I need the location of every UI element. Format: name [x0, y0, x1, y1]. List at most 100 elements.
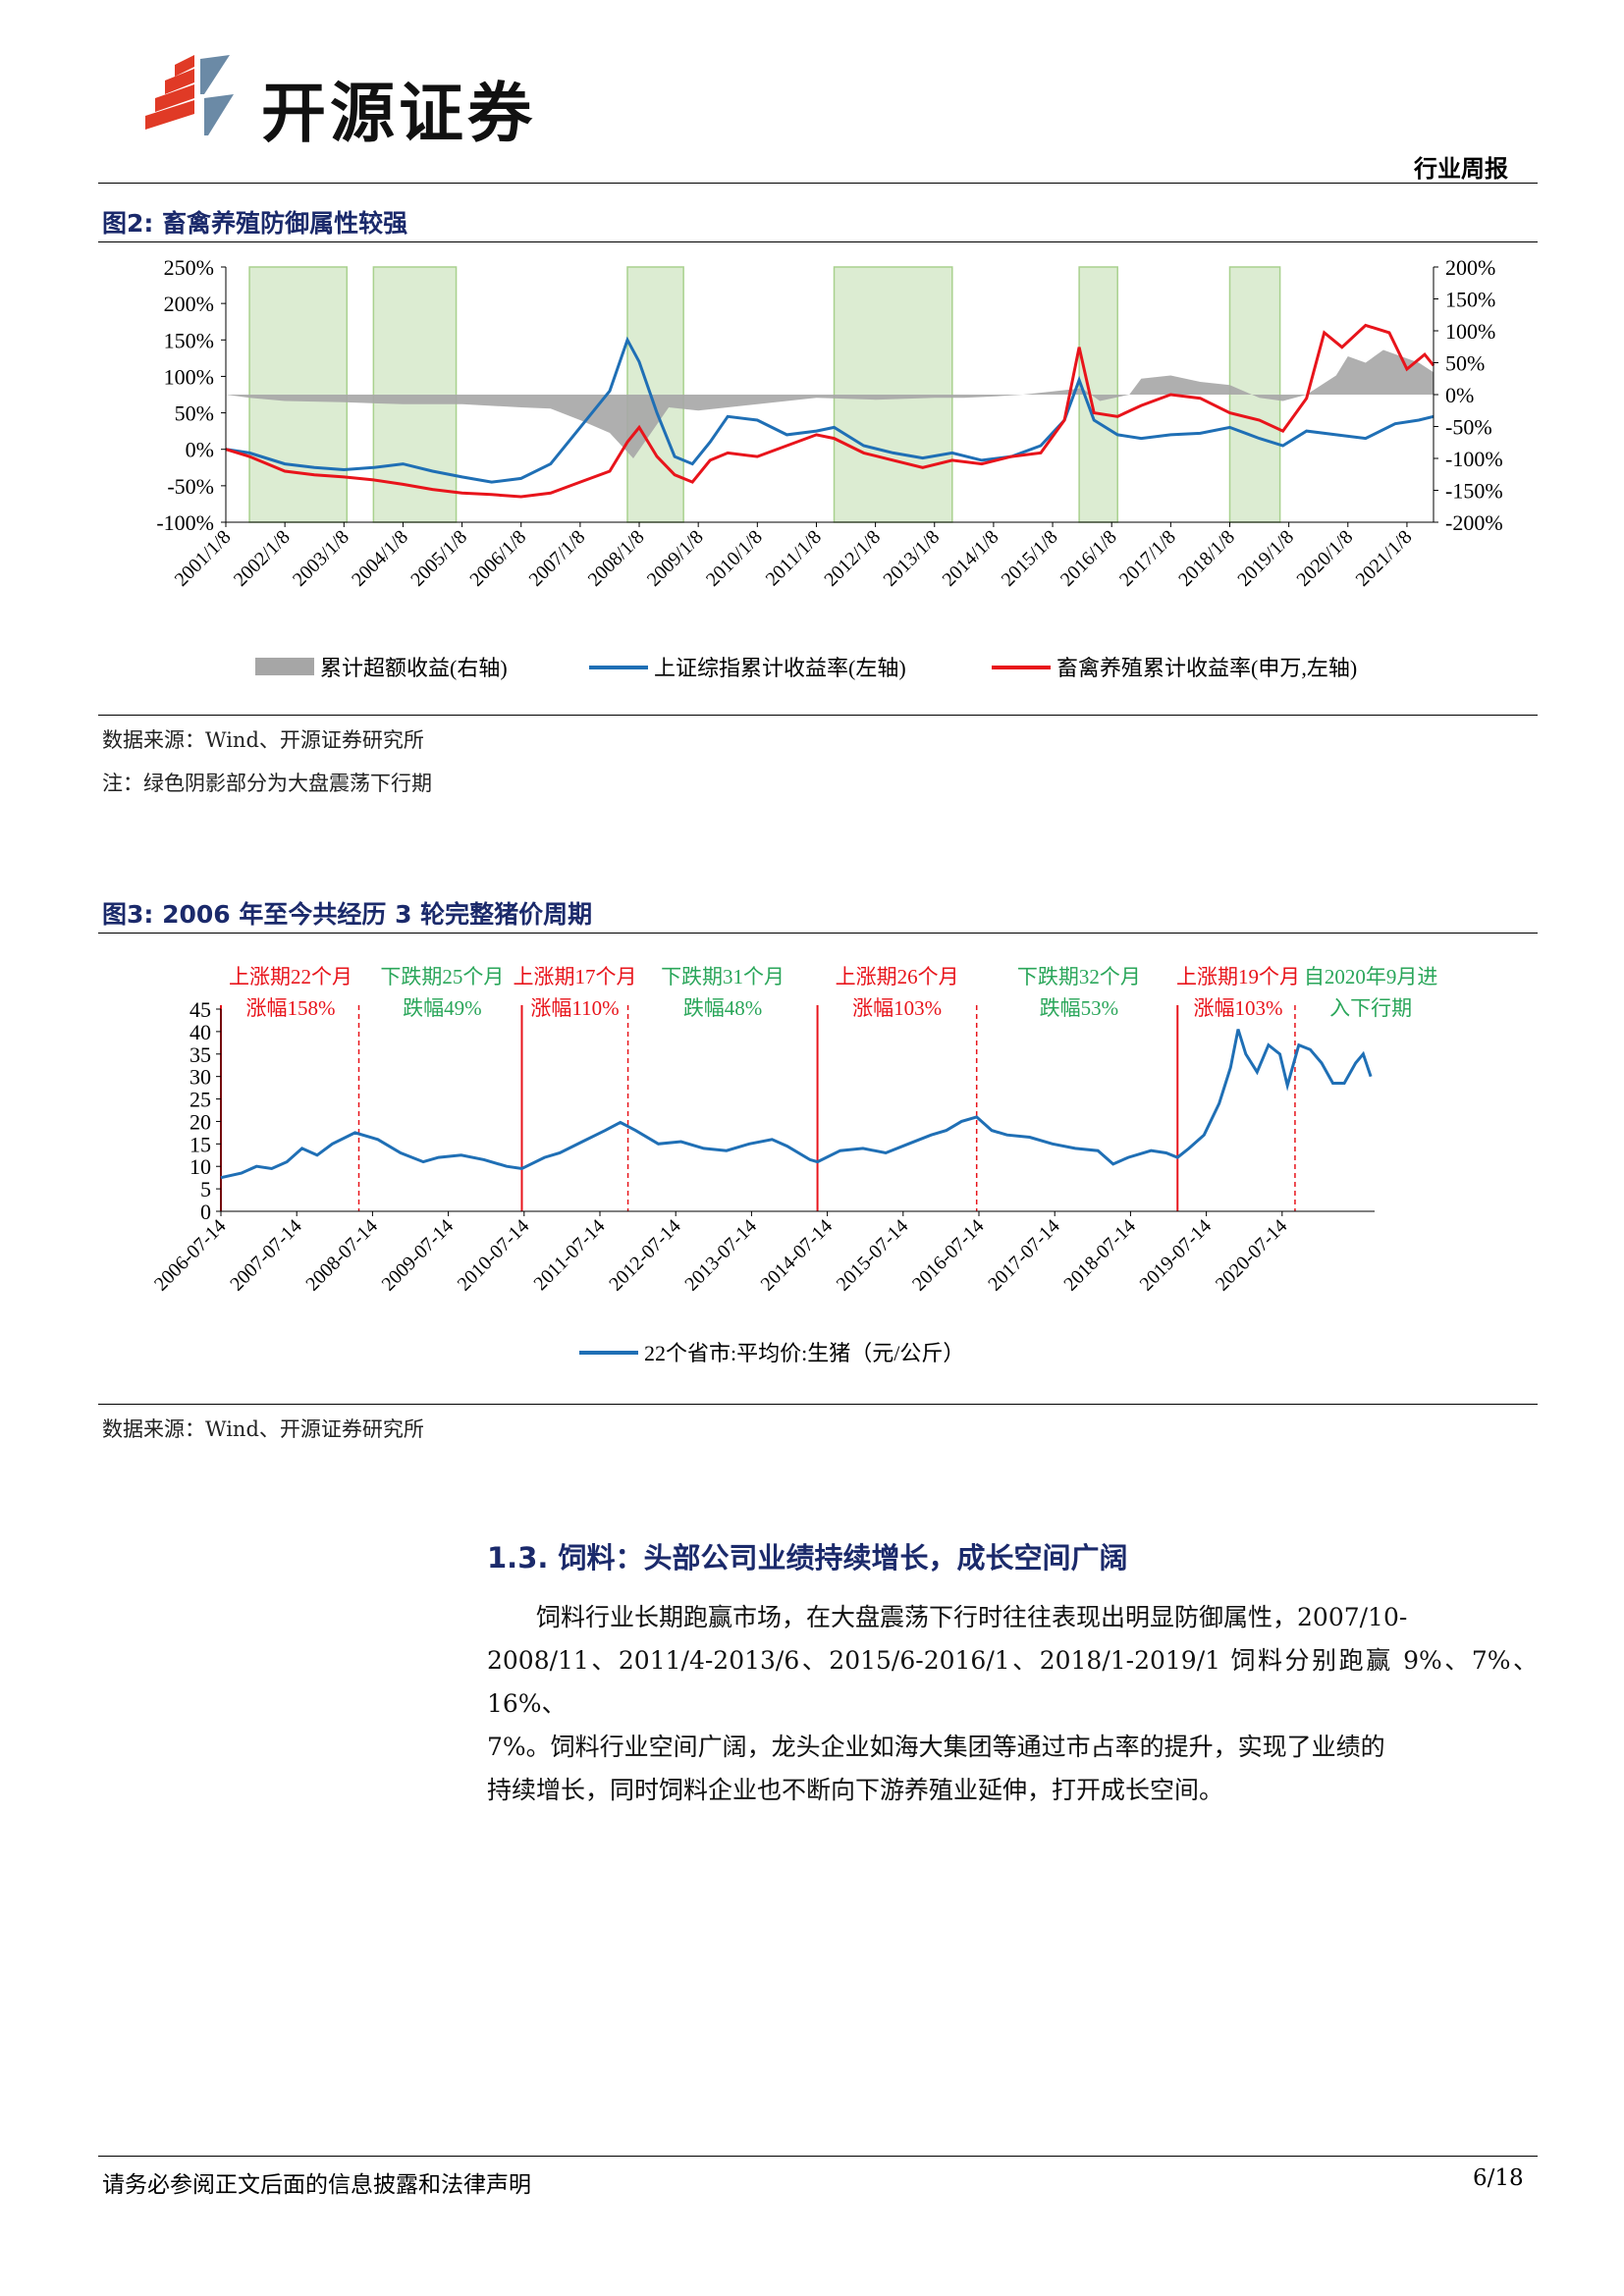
cycle-annotation-line1: 上涨期17个月	[514, 965, 637, 988]
x-tick-label-fig3: 2016-07-14	[908, 1215, 989, 1296]
right-tick-label: -200%	[1445, 510, 1503, 535]
figure2-note: 注：绿色阴影部分为大盘震荡下行期	[102, 772, 432, 795]
series-line-1	[225, 336, 1435, 484]
cycle-annotation-line2: 入下行期	[1329, 996, 1412, 1020]
x-tick-label-fig3: 2008-07-14	[301, 1215, 382, 1296]
cycle-annotation-line1: 上涨期22个月	[229, 965, 352, 988]
cycle-annotation-line2: 涨幅103%	[852, 996, 942, 1020]
figure3-bottom-rule	[98, 1404, 1538, 1405]
figure2-bottom-rule	[98, 715, 1538, 716]
x-tick-label: 2006/1/8	[465, 526, 530, 591]
x-tick-label: 2018/1/8	[1174, 526, 1239, 591]
cycle-annotation-line2: 跌幅49%	[403, 996, 482, 1020]
x-tick-label: 2016/1/8	[1056, 526, 1121, 591]
x-tick-label: 2021/1/8	[1352, 526, 1417, 591]
x-tick-label: 2010/1/8	[702, 526, 767, 591]
figure2-top-rule	[98, 241, 1538, 242]
x-tick-label-fig3: 2017-07-14	[984, 1215, 1064, 1296]
x-tick-label: 2013/1/8	[879, 526, 944, 591]
footer-rule	[98, 2156, 1538, 2157]
header-rule	[98, 183, 1538, 184]
cycle-annotation-line1: 下跌期32个月	[1017, 965, 1141, 988]
paragraph-line-4: 持续增长，同时饲料企业也不断向下游养殖业延伸，打开成长空间。	[487, 1776, 1224, 1804]
x-tick-label-fig3: 2019-07-14	[1136, 1215, 1217, 1296]
cycle-annotation-line2: 跌幅48%	[683, 996, 763, 1020]
x-tick-label-fig3: 2012-07-14	[605, 1215, 685, 1296]
x-tick-label-fig3: 2020-07-14	[1212, 1215, 1292, 1296]
right-tick-label: 50%	[1445, 351, 1485, 376]
right-tick-label: -100%	[1445, 447, 1503, 471]
x-tick-label-fig3: 2014-07-14	[757, 1215, 838, 1296]
x-tick-label-fig3: 2018-07-14	[1059, 1215, 1140, 1296]
x-tick-label-fig3: 2007-07-14	[226, 1215, 306, 1296]
x-tick-label: 2001/1/8	[171, 526, 236, 591]
section-paragraph: 饲料行业长期跑赢市场，在大盘震荡下行时往往表现出明显防御属性，2007/10- …	[487, 1596, 1538, 1812]
paragraph-line-2: 2008/11、2011/4-2013/6、2015/6-2016/1、2018…	[487, 1646, 1539, 1718]
y-tick-label: 40	[189, 1020, 211, 1044]
left-tick-label: 100%	[164, 364, 214, 389]
left-tick-label: -50%	[167, 474, 214, 499]
x-tick-label: 2015/1/8	[998, 526, 1062, 591]
series-line-2	[225, 323, 1435, 499]
cycle-annotation-line1: 自2020年9月进	[1304, 965, 1438, 988]
right-tick-label: 200%	[1445, 255, 1495, 280]
x-tick-label-fig3: 2013-07-14	[680, 1215, 761, 1296]
y-tick-label: 30	[189, 1065, 211, 1090]
cycle-annotation-line1: 上涨期19个月	[1176, 965, 1300, 988]
x-tick-label: 2004/1/8	[348, 526, 412, 591]
cycle-annotation-line2: 涨幅158%	[246, 996, 336, 1020]
figure3-top-rule	[98, 933, 1538, 934]
figure3-source: 数据来源：Wind、开源证券研究所	[102, 1417, 424, 1441]
x-tick-label: 2020/1/8	[1292, 526, 1357, 591]
figure3-title: 图3: 2006 年至今共经历 3 轮完整猪价周期	[102, 900, 593, 929]
cycle-annotation-line2: 涨幅110%	[530, 996, 619, 1020]
page-number: 6/18	[1473, 2165, 1524, 2191]
x-tick-label: 2011/1/8	[762, 526, 826, 590]
x-tick-label: 2005/1/8	[406, 526, 471, 591]
legend-swatch-0	[255, 658, 314, 675]
cycle-annotation-line1: 上涨期26个月	[836, 965, 959, 988]
x-tick-label-fig3: 2015-07-14	[833, 1215, 913, 1296]
logo-mark-icon	[145, 55, 234, 135]
right-tick-label: 0%	[1445, 383, 1474, 407]
right-tick-label: 100%	[1445, 319, 1495, 344]
left-tick-label: 0%	[186, 438, 214, 462]
y-tick-label: 15	[189, 1132, 211, 1156]
report-type: 行业周报	[1414, 154, 1508, 183]
x-tick-label: 2019/1/8	[1233, 526, 1298, 591]
right-tick-label: -50%	[1445, 415, 1492, 440]
left-tick-label: 150%	[164, 328, 214, 352]
y-tick-label: 5	[200, 1177, 211, 1201]
y-tick-label: 0	[200, 1200, 211, 1224]
footer-disclaimer: 请务必参阅正文后面的信息披露和法律声明	[102, 2172, 531, 2198]
left-tick-label: 250%	[164, 255, 214, 280]
x-tick-label-fig3: 2011-07-14	[530, 1215, 610, 1295]
series-excess-area	[226, 349, 1434, 458]
company-logo	[135, 55, 253, 143]
x-tick-label: 2002/1/8	[230, 526, 295, 591]
figure2-source: 数据来源：Wind、开源证券研究所	[102, 728, 424, 752]
series-hog-price-line	[220, 1029, 1373, 1180]
figure2-title: 图2: 畜禽养殖防御属性较强	[102, 209, 408, 238]
y-tick-label: 20	[189, 1109, 211, 1134]
y-tick-label: 10	[189, 1154, 211, 1179]
legend-label-1: 上证综指累计收益率(左轴)	[654, 656, 906, 680]
x-tick-label: 2007/1/8	[525, 526, 590, 591]
legend-label-2: 畜禽养殖累计收益率(申万,左轴)	[1056, 656, 1357, 680]
x-tick-label: 2017/1/8	[1115, 526, 1180, 591]
legend-label-hog: 22个省市:平均价:生猪（元/公斤）	[644, 1341, 964, 1365]
x-tick-label-fig3: 2006-07-14	[150, 1215, 231, 1296]
left-tick-label: -100%	[156, 510, 214, 535]
right-tick-label: 150%	[1445, 288, 1495, 312]
left-tick-label: 50%	[175, 401, 214, 426]
right-tick-label: -150%	[1445, 479, 1503, 504]
paragraph-line-1: 饲料行业长期跑赢市场，在大盘震荡下行时往往表现出明显防御属性，2007/10-	[536, 1603, 1408, 1631]
y-tick-label: 25	[189, 1088, 211, 1112]
legend-label-0: 累计超额收益(右轴)	[320, 656, 508, 680]
cycle-annotation-line1: 下跌期25个月	[380, 965, 504, 988]
x-tick-label: 2009/1/8	[643, 526, 708, 591]
cycle-annotation-line2: 涨幅103%	[1194, 996, 1283, 1020]
x-tick-label: 2014/1/8	[939, 526, 1003, 591]
paragraph-line-3: 7%。饲料行业空间广阔，龙头企业如海大集团等通过市占率的提升，实现了业绩的	[487, 1733, 1385, 1761]
figure3-chart: 4540353025201510502006-07-142007-07-1420…	[150, 965, 1438, 1365]
